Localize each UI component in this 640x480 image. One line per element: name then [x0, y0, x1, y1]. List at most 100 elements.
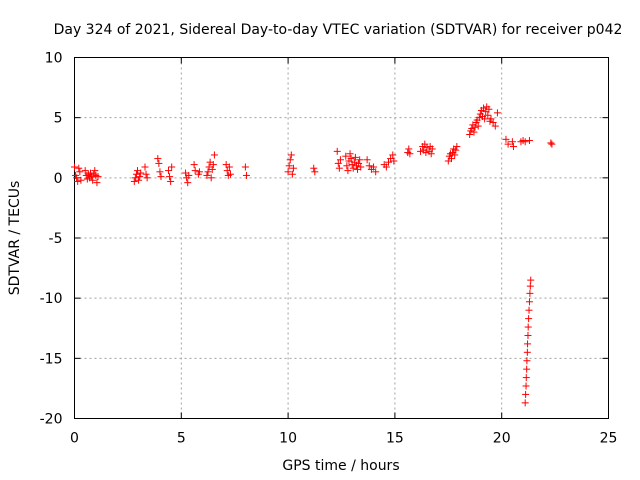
data-point: [223, 167, 231, 175]
data-point: [527, 276, 535, 284]
data-point: [524, 331, 532, 339]
data-point: [164, 167, 172, 175]
data-point: [522, 390, 530, 398]
data-point: [155, 159, 163, 167]
data-point: [184, 179, 192, 187]
data-point: [73, 174, 81, 182]
y-tick-label: 10: [45, 51, 63, 67]
x-tick-label: 15: [386, 431, 404, 447]
data-point: [468, 124, 476, 132]
data-point: [526, 289, 534, 297]
data-point: [525, 306, 533, 314]
data-point: [288, 170, 296, 178]
data-point: [225, 163, 233, 171]
data-point: [363, 156, 371, 164]
data-point: [491, 122, 499, 130]
x-tick-label: 25: [600, 431, 618, 447]
data-point: [347, 155, 355, 163]
data-point: [365, 162, 373, 170]
data-point: [448, 155, 456, 163]
data-point: [502, 135, 510, 143]
data-point: [405, 145, 413, 153]
data-point: [191, 167, 199, 175]
y-tick-label: 5: [54, 111, 63, 127]
data-point: [242, 171, 250, 179]
x-tick-label: 0: [70, 431, 79, 447]
data-point: [508, 138, 516, 146]
data-point: [284, 168, 292, 176]
data-point: [524, 340, 532, 348]
data-point: [471, 123, 479, 131]
data-point: [521, 138, 529, 146]
data-point: [89, 176, 97, 184]
data-point: [428, 145, 436, 153]
data-point: [524, 323, 532, 331]
data-point: [466, 131, 474, 139]
data-point: [185, 171, 193, 179]
data-point: [346, 150, 354, 158]
data-point: [389, 151, 397, 159]
data-point: [168, 163, 176, 171]
data-point: [421, 140, 429, 148]
data-point: [357, 163, 365, 171]
data-point: [77, 176, 85, 184]
data-point: [484, 111, 492, 119]
data-point: [167, 177, 175, 185]
data-point: [336, 156, 344, 164]
y-tick-label: -5: [49, 231, 63, 247]
data-point: [94, 173, 102, 181]
x-tick-labels: 0 5 10 15 20 25: [70, 431, 617, 447]
data-point: [489, 118, 497, 126]
data-point: [384, 158, 392, 166]
data-point: [195, 168, 203, 176]
data-point: [355, 159, 363, 167]
data-point: [141, 163, 149, 171]
data-point: [342, 152, 350, 160]
data-point: [333, 147, 341, 155]
y-tick-label: 0: [54, 171, 63, 187]
data-point: [241, 163, 249, 171]
data-point: [286, 156, 294, 164]
data-point: [289, 164, 297, 172]
data-point: [130, 177, 138, 185]
data-point: [203, 171, 211, 179]
data-point: [190, 161, 198, 169]
data-point: [372, 168, 380, 176]
data-point: [356, 156, 364, 164]
data-point: [453, 143, 461, 151]
data-point: [226, 170, 234, 178]
data-point: [335, 164, 343, 172]
data-point: [382, 163, 390, 171]
data-point: [204, 168, 212, 176]
x-axis-title: GPS time / hours: [282, 458, 399, 474]
data-point: [75, 164, 83, 172]
data-point: [547, 139, 555, 147]
data-point: [417, 147, 425, 155]
data-point: [136, 173, 144, 181]
data-point: [504, 140, 512, 148]
data-point: [525, 315, 533, 323]
data-point: [481, 115, 489, 123]
y-tick-label: -20: [40, 412, 63, 428]
data-point: [157, 173, 165, 181]
data-point: [451, 151, 459, 159]
grid-lines: [74, 57, 609, 419]
data-point: [493, 109, 501, 117]
data-point: [509, 143, 517, 151]
data-point: [452, 146, 460, 154]
data-point: [93, 179, 101, 187]
data-point: [526, 282, 534, 290]
data-point: [350, 158, 358, 166]
data-point: [334, 159, 342, 167]
x-tick-label: 10: [279, 431, 297, 447]
data-point: [423, 144, 431, 152]
y-axis-title: SDTVAR / TECUs: [7, 181, 23, 296]
data-point: [87, 169, 95, 177]
chart-title: Day 324 of 2021, Sidereal Day-to-day VTE…: [54, 22, 623, 38]
data-point: [81, 167, 89, 175]
x-tick-label: 5: [177, 431, 186, 447]
data-point: [474, 122, 482, 130]
data-point: [521, 399, 529, 407]
data-point: [523, 348, 531, 356]
